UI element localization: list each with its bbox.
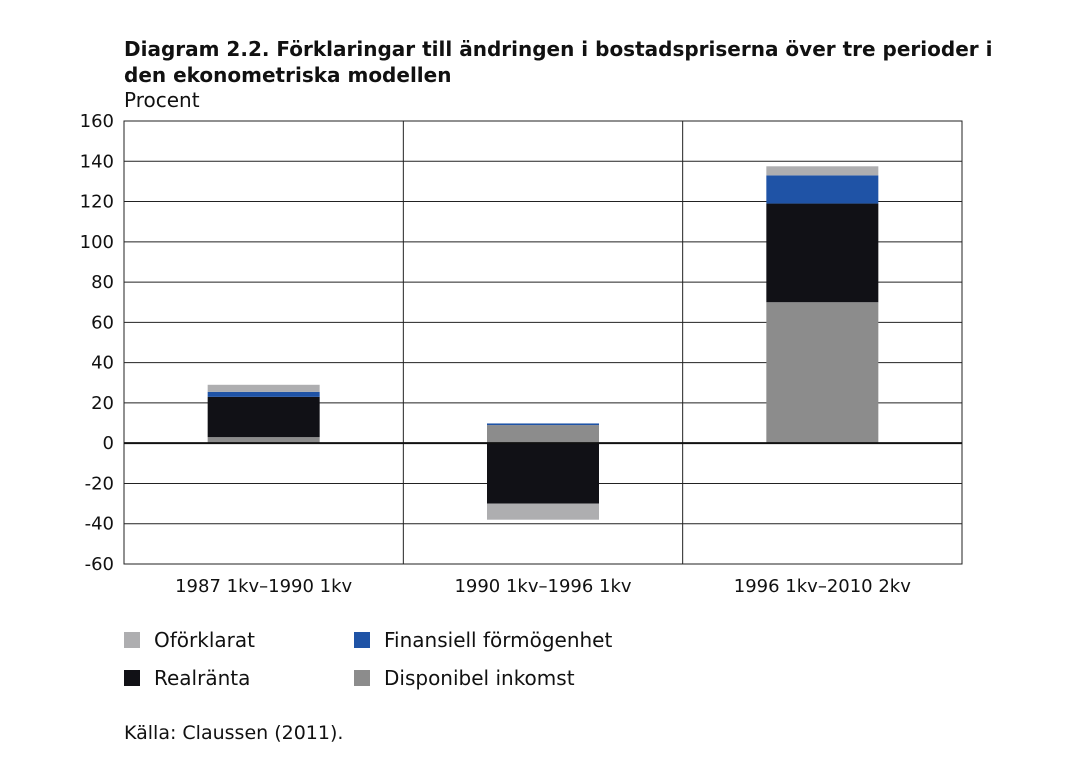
legend: Oförklarat Finansiell förmögenhet Realrä… — [124, 628, 724, 708]
legend-swatch-finansiell-formogenhet — [354, 632, 370, 648]
bar-segment — [207, 396, 320, 438]
legend-label: Finansiell förmögenhet — [384, 628, 613, 652]
y-tick-label: 140 — [80, 151, 114, 172]
bar-segment — [207, 437, 320, 444]
bar-segment — [487, 423, 599, 426]
bar-segment — [207, 391, 320, 397]
legend-item-realranta: Realränta — [124, 666, 250, 690]
y-tick-label: 100 — [80, 232, 114, 253]
legend-swatch-oforklarat — [124, 632, 140, 648]
bar-segment — [487, 443, 599, 504]
y-tick-label: 20 — [91, 393, 114, 414]
source-note: Källa: Claussen (2011). — [124, 722, 344, 744]
y-tick-label: 60 — [91, 312, 114, 333]
bar-segment — [207, 384, 320, 392]
bar-segment — [766, 175, 879, 204]
y-tick-label: 40 — [91, 353, 114, 374]
y-tick-label: -60 — [85, 554, 114, 575]
legend-swatch-realranta — [124, 670, 140, 686]
bar-segment — [766, 302, 879, 444]
chart-title: Diagram 2.2. Förklaringar till ändringen… — [124, 37, 993, 87]
legend-label: Oförklarat — [154, 628, 255, 652]
y-tick-label: 80 — [91, 272, 114, 293]
legend-item-finansiell-formogenhet: Finansiell förmögenhet — [354, 628, 612, 652]
legend-label: Realränta — [154, 666, 251, 690]
y-axis-unit: Procent — [124, 88, 200, 112]
y-tick-label: 120 — [80, 192, 114, 213]
legend-label: Disponibel inkomst — [384, 666, 575, 690]
x-tick-label: 1987 1kv–1990 1kv — [175, 576, 352, 597]
bar-segment — [766, 203, 879, 303]
bar-segment — [766, 166, 879, 176]
y-tick-label: -40 — [85, 514, 114, 535]
bar-segment — [487, 503, 599, 520]
y-tick-label: -20 — [85, 473, 114, 494]
bar-segment — [487, 425, 599, 444]
x-tick-label: 1990 1kv–1996 1kv — [454, 576, 631, 597]
legend-item-oforklarat: Oförklarat — [124, 628, 255, 652]
x-tick-label: 1996 1kv–2010 2kv — [734, 576, 911, 597]
y-tick-label: 160 — [80, 111, 114, 132]
legend-item-disponibel-inkomst: Disponibel inkomst — [354, 666, 575, 690]
plot-frame — [123, 120, 963, 565]
legend-swatch-disponibel-inkomst — [354, 670, 370, 686]
y-tick-label: 0 — [103, 433, 114, 454]
